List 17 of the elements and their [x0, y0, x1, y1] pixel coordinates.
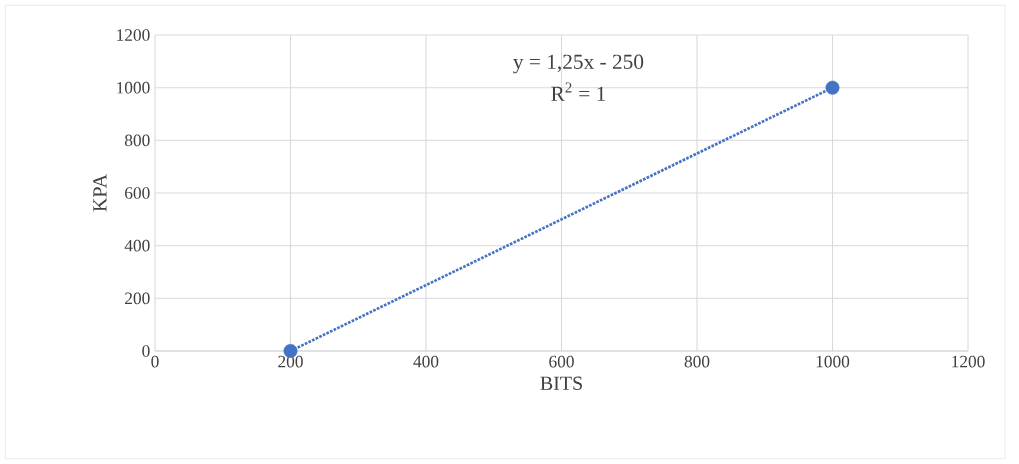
y-tick-label: 200 — [125, 292, 150, 305]
x-tick-label: 400 — [413, 355, 439, 368]
y-tick-label: 1000 — [117, 81, 150, 94]
annotation: R$^{2}$ = 1 — [551, 82, 606, 101]
y-tick-label: 800 — [124, 134, 150, 147]
y-tick-label: 400 — [124, 239, 150, 252]
x-tick-label: 800 — [684, 355, 710, 368]
x-tick-label: 600 — [549, 355, 574, 368]
y-tick-label: 600 — [125, 187, 150, 199]
y-tick-label: 1200 — [117, 29, 150, 41]
x-axis-title: BITS — [540, 376, 582, 390]
x-tick-label: 1000 — [816, 355, 850, 368]
x-tick-label: 1200 — [952, 355, 985, 368]
y-axis-title: KPA — [93, 174, 107, 212]
x-tick-label: 0 — [151, 355, 159, 368]
annotation: y = 1,25x - 250 — [513, 54, 644, 74]
y-tick-label: 0 — [142, 345, 150, 357]
